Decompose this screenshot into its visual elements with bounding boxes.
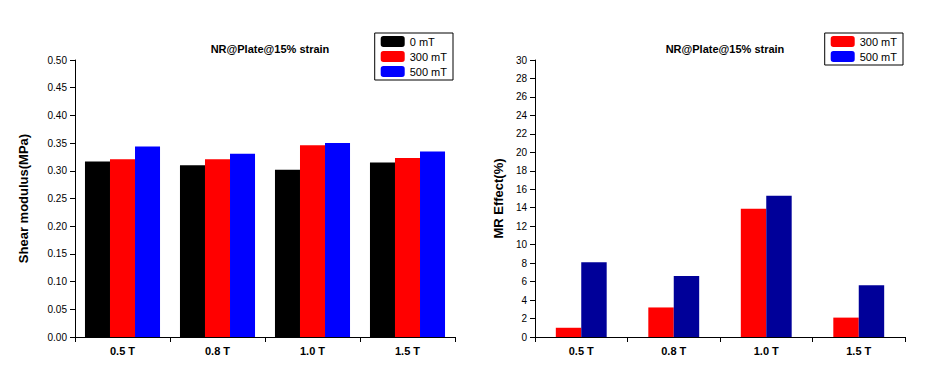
svg-text:22: 22 (516, 128, 528, 139)
svg-text:0.8 T: 0.8 T (661, 345, 686, 357)
svg-text:0.5 T: 0.5 T (569, 345, 594, 357)
svg-text:20: 20 (516, 147, 528, 158)
svg-text:10: 10 (516, 239, 528, 250)
svg-text:0.8 T: 0.8 T (205, 345, 230, 357)
svg-text:1.0 T: 1.0 T (300, 345, 325, 357)
svg-text:6: 6 (521, 276, 527, 287)
svg-text:0.20: 0.20 (48, 221, 68, 232)
svg-text:14: 14 (516, 202, 528, 213)
svg-text:8: 8 (521, 258, 527, 269)
svg-text:12: 12 (516, 221, 528, 232)
svg-text:18: 18 (516, 165, 528, 176)
svg-text:0.00: 0.00 (48, 332, 68, 343)
svg-text:0.35: 0.35 (48, 138, 68, 149)
svg-text:16: 16 (516, 184, 528, 195)
svg-text:500 mT: 500 mT (860, 51, 898, 63)
svg-text:0.25: 0.25 (48, 193, 68, 204)
svg-text:30: 30 (516, 55, 528, 66)
svg-text:0.40: 0.40 (48, 110, 68, 121)
svg-text:300 mT: 300 mT (860, 36, 898, 48)
svg-text:2: 2 (521, 313, 527, 324)
svg-text:0.50: 0.50 (48, 55, 68, 66)
svg-text:0.05: 0.05 (48, 304, 68, 315)
svg-text:0.5 T: 0.5 T (110, 345, 135, 357)
svg-text:300 mT: 300 mT (410, 51, 448, 63)
svg-text:0.45: 0.45 (48, 82, 68, 93)
svg-text:0 mT: 0 mT (410, 36, 435, 48)
svg-text:MR Effect(%): MR Effect(%) (491, 158, 506, 238)
svg-text:0: 0 (521, 332, 527, 343)
svg-text:NR@Plate@15% strain: NR@Plate@15% strain (666, 43, 785, 55)
svg-text:0.10: 0.10 (48, 276, 68, 287)
svg-text:1.5 T: 1.5 T (395, 345, 420, 357)
svg-text:1.5 T: 1.5 T (846, 345, 871, 357)
svg-text:NR@Plate@15% strain: NR@Plate@15% strain (211, 43, 330, 55)
svg-text:0.15: 0.15 (48, 248, 68, 259)
svg-text:28: 28 (516, 73, 528, 84)
svg-text:Shear modulus(MPa): Shear modulus(MPa) (16, 134, 31, 263)
svg-text:4: 4 (521, 295, 527, 306)
svg-text:500 mT: 500 mT (410, 66, 448, 78)
svg-text:26: 26 (516, 91, 528, 102)
svg-text:0.30: 0.30 (48, 165, 68, 176)
svg-text:1.0 T: 1.0 T (754, 345, 779, 357)
svg-text:24: 24 (516, 110, 528, 121)
